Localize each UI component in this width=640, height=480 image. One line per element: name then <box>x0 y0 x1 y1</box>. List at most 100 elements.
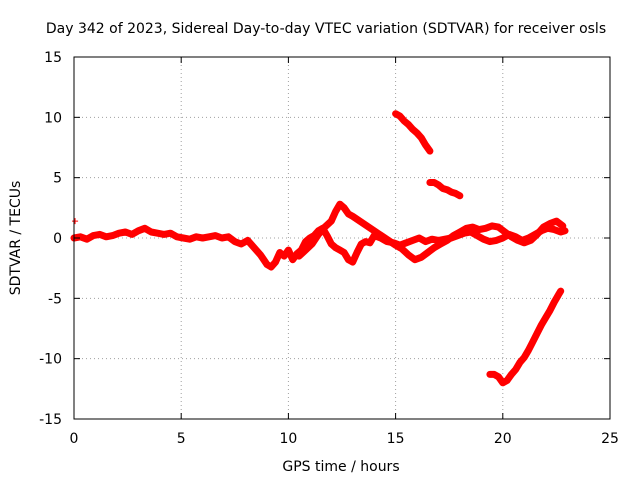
data-point <box>555 291 562 298</box>
axis-ticks <box>73 56 611 420</box>
data-point <box>345 256 352 263</box>
data-point <box>469 224 476 231</box>
data-point <box>96 231 103 238</box>
x-tick-label: 10 <box>279 431 297 447</box>
data-point <box>392 110 399 117</box>
data-point <box>302 247 309 254</box>
series-track-19-23h <box>486 287 565 387</box>
data-point <box>173 233 180 240</box>
data-point <box>186 236 193 243</box>
data-point <box>396 113 403 120</box>
series-track-15-16h <box>392 110 434 155</box>
data-point <box>218 235 225 241</box>
data-point <box>251 244 258 251</box>
data-point <box>206 233 213 240</box>
data-point <box>328 218 335 225</box>
data-point <box>474 232 481 239</box>
data-point <box>476 226 483 233</box>
data-point <box>238 241 245 248</box>
data-point <box>392 242 399 249</box>
data-point <box>411 256 418 263</box>
data-point <box>534 231 541 238</box>
data-point <box>315 231 322 238</box>
data-point <box>456 192 463 199</box>
data-point <box>281 253 288 260</box>
data-point <box>263 261 270 268</box>
data-point <box>296 253 303 260</box>
x-tick-label: 25 <box>601 431 619 447</box>
data-point <box>437 241 444 248</box>
data-point <box>341 204 348 211</box>
series-track-16-18h <box>426 179 464 200</box>
data-point <box>540 224 547 231</box>
data-point <box>538 321 545 328</box>
data-point <box>83 236 90 243</box>
series-isolated-point <box>72 218 79 225</box>
data-point <box>482 225 489 232</box>
data-point <box>328 241 335 248</box>
data-point <box>495 224 502 231</box>
data-point <box>529 338 536 345</box>
data-point <box>289 256 296 263</box>
data-point <box>463 225 470 232</box>
data-point <box>362 238 369 245</box>
series-secondary-track <box>295 200 567 264</box>
data-point <box>514 237 521 244</box>
data-point <box>508 233 515 240</box>
data-point <box>551 226 558 233</box>
data-point <box>128 231 135 238</box>
y-axis-label: SDTVAR / TECUs <box>8 181 24 296</box>
data-point <box>154 230 161 237</box>
data-point <box>409 126 416 133</box>
data-point <box>493 237 500 244</box>
x-tick-label: 15 <box>387 431 405 447</box>
data-point <box>557 228 564 235</box>
data-point <box>405 121 412 128</box>
data-point <box>167 230 174 237</box>
data-point <box>501 228 508 235</box>
data-point <box>332 244 339 251</box>
data-point <box>525 347 532 354</box>
data-point <box>559 222 566 229</box>
data-point <box>122 228 129 235</box>
data-point <box>308 241 315 248</box>
data-point <box>450 232 457 239</box>
data-point <box>244 237 251 244</box>
data-point <box>499 379 506 386</box>
y-tick-label: -10 <box>39 352 62 368</box>
data-point <box>414 130 421 137</box>
data-point <box>405 251 412 258</box>
data-point <box>480 236 487 243</box>
data-point <box>321 224 328 231</box>
chart-title: Day 342 of 2023, Sidereal Day-to-day VTE… <box>46 21 606 37</box>
data-point <box>345 210 352 217</box>
data-point <box>551 298 558 305</box>
data-point <box>495 373 502 380</box>
data-point <box>336 201 343 208</box>
data-point <box>504 377 511 384</box>
data-point <box>429 236 436 243</box>
data-point <box>341 249 348 256</box>
data-point <box>401 117 408 124</box>
data-point <box>276 249 283 256</box>
data-point <box>448 189 455 196</box>
data-point <box>431 179 438 186</box>
data-point <box>521 239 528 246</box>
data-point <box>491 371 498 378</box>
data-point <box>435 181 442 188</box>
data-point <box>135 227 142 234</box>
data-point <box>561 227 568 234</box>
data-point <box>416 235 423 241</box>
data-point <box>109 232 116 239</box>
data-point <box>116 230 123 237</box>
data-point <box>508 371 515 378</box>
data-point <box>358 241 365 248</box>
y-tick-label: -5 <box>48 291 62 307</box>
x-tick-label: 0 <box>70 431 79 447</box>
data-point <box>546 220 553 227</box>
data-point <box>231 238 238 245</box>
data-point <box>527 237 534 244</box>
data-point <box>272 259 279 266</box>
data-point <box>418 134 425 141</box>
